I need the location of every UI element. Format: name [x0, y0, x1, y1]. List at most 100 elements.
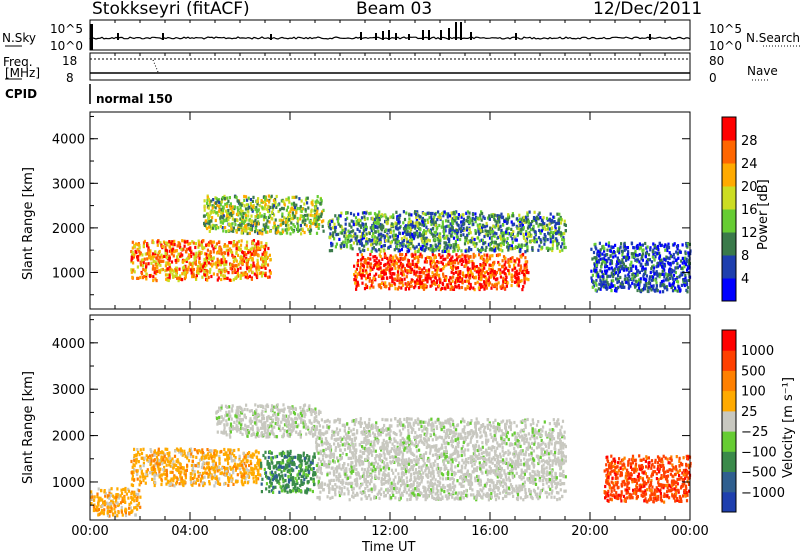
- echo-cell: [261, 274, 263, 277]
- echo-cell: [180, 248, 182, 251]
- echo-cell: [203, 246, 205, 249]
- echo-cell: [609, 262, 611, 265]
- echo-cell: [511, 237, 513, 240]
- echo-cell: [295, 196, 297, 199]
- echo-cell: [401, 240, 403, 243]
- echo-cell: [684, 284, 686, 287]
- echo-cell: [500, 225, 502, 228]
- echo-cell: [205, 220, 207, 223]
- echo-cell: [402, 232, 404, 235]
- echo-cell: [209, 240, 211, 243]
- echo-cell: [309, 225, 311, 228]
- echo-cell: [149, 463, 151, 466]
- echo-cell: [498, 219, 500, 222]
- echo-cell: [641, 289, 643, 292]
- echo-cell: [143, 275, 145, 278]
- echo-cell: [472, 273, 474, 276]
- echo-cell: [297, 207, 299, 210]
- echo-cell: [374, 255, 376, 258]
- echo-cell: [222, 216, 224, 219]
- echo-cell: [240, 209, 242, 212]
- echo-cell: [134, 245, 136, 248]
- echo-cell: [257, 215, 259, 218]
- echo-cell: [250, 228, 252, 231]
- echo-cell: [204, 209, 206, 212]
- echo-cell: [252, 258, 254, 261]
- echo-cell: [365, 223, 367, 226]
- echo-cell: [204, 205, 206, 208]
- echo-cell: [267, 247, 269, 250]
- echo-cell: [137, 478, 139, 481]
- echo-cell: [133, 459, 135, 462]
- echo-cell: [217, 278, 219, 281]
- echo-cell: [339, 224, 341, 227]
- echo-cell: [604, 280, 606, 283]
- echo-cell: [472, 262, 474, 265]
- echo-cell: [434, 231, 436, 234]
- echo-cell: [403, 273, 405, 276]
- echo-cell: [208, 457, 210, 460]
- echo-cell: [256, 222, 258, 225]
- echo-cell: [526, 249, 528, 252]
- echo-cell: [685, 252, 687, 255]
- echo-cell: [293, 203, 295, 206]
- echo-cell: [644, 284, 646, 287]
- echo-cell: [408, 287, 410, 290]
- echo-cell: [301, 210, 303, 213]
- echo-cell: [563, 239, 565, 242]
- echo-cell: [264, 248, 266, 251]
- echo-cell: [316, 232, 318, 235]
- echo-cell: [286, 209, 288, 212]
- echo-cell: [193, 476, 195, 479]
- echo-cell: [295, 211, 297, 214]
- echo-cell: [180, 480, 182, 483]
- echo-cell: [136, 473, 138, 476]
- nsky-spike: [382, 31, 384, 40]
- echo-cell: [485, 246, 487, 249]
- echo-cell: [263, 215, 265, 218]
- echo-cell: [380, 266, 382, 269]
- echo-cell: [145, 482, 147, 485]
- echo-cell: [560, 218, 562, 221]
- echo-cell: [146, 257, 148, 260]
- echo-cell: [418, 243, 420, 246]
- echo-cell: [152, 275, 154, 278]
- echo-cell: [628, 285, 630, 288]
- echo-cell: [598, 287, 600, 290]
- echo-cell: [505, 267, 507, 270]
- echo-cell: [417, 255, 419, 258]
- echo-cell: [665, 256, 667, 259]
- echo-cell: [386, 268, 388, 271]
- echo-cell: [445, 236, 447, 239]
- nsky-spike: [408, 34, 410, 40]
- nsky-spike: [395, 33, 397, 40]
- echo-cell: [472, 213, 474, 216]
- echo-cell: [561, 249, 563, 252]
- echo-cell: [462, 281, 464, 284]
- echo-cell: [383, 264, 385, 267]
- echo-cell: [413, 272, 415, 275]
- echo-cell: [249, 275, 251, 278]
- echo-cell: [397, 277, 399, 280]
- echo-cell: [479, 225, 481, 228]
- echo-cell: [240, 274, 242, 277]
- echo-cell: [307, 217, 309, 220]
- echo-cell: [387, 229, 389, 232]
- echo-cell: [652, 256, 654, 259]
- echo-cell: [636, 270, 638, 273]
- echo-cell: [292, 230, 294, 233]
- echo-cell: [634, 275, 636, 278]
- echo-cell: [631, 242, 633, 245]
- echo-cell: [610, 250, 612, 253]
- echo-cell: [674, 287, 676, 290]
- echo-cell: [494, 271, 496, 274]
- echo-cell: [209, 271, 211, 274]
- echo-cell: [378, 234, 380, 237]
- echo-cell: [385, 285, 387, 288]
- echo-cell: [599, 275, 601, 278]
- echo-cell: [419, 215, 421, 218]
- echo-cell: [438, 253, 440, 256]
- echo-cell: [261, 199, 263, 202]
- echo-cell: [208, 473, 210, 476]
